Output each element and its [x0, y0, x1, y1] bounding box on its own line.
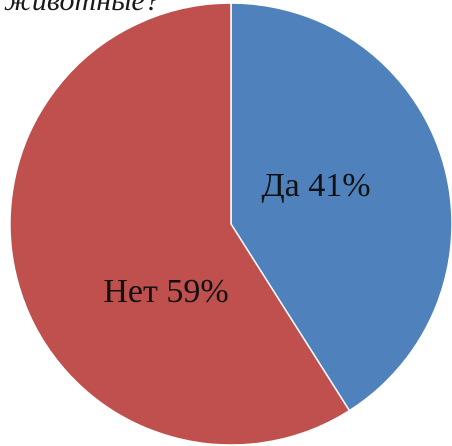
data-label-da: Да 41%	[261, 167, 370, 204]
pie-slice-net	[9, 2, 351, 446]
data-label-net: Нет 59%	[103, 273, 228, 310]
chart-title: животные?	[4, 0, 160, 17]
pie-slice-da	[230, 2, 452, 412]
